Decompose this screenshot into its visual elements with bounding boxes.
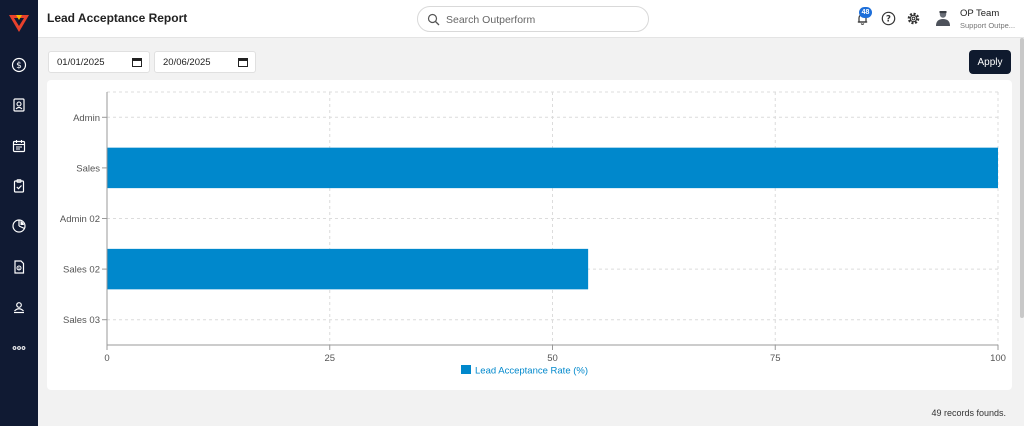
calendar-picker-icon[interactable] <box>132 57 142 67</box>
y-tick-label: Sales 02 <box>63 265 100 276</box>
nav-item-documents[interactable]: $ <box>9 257 29 277</box>
y-tick-label: Sales <box>76 163 100 174</box>
dollar-icon: $ <box>11 57 27 73</box>
legend-swatch <box>461 365 471 374</box>
lead-acceptance-chart: Admin Sales Admin 02 Sales 02 Sales 03 0 25 50 7… <box>60 91 1006 377</box>
svg-text:$: $ <box>16 61 22 71</box>
nav-item-sales[interactable]: $ <box>9 55 29 75</box>
nav-item-more[interactable] <box>9 338 29 358</box>
bar-sales-02 <box>107 248 589 290</box>
start-date-value: 01/01/2025 <box>57 57 105 68</box>
search-input[interactable] <box>446 11 641 28</box>
records-count: 49 records founds. <box>931 408 1006 418</box>
nav-item-reports[interactable] <box>9 216 29 236</box>
start-date-input[interactable]: 01/01/2025 <box>48 51 150 73</box>
pie-chart-icon <box>12 219 26 233</box>
x-tick-label: 75 <box>770 353 781 364</box>
chart-card: Admin Sales Admin 02 Sales 02 Sales 03 0 25 50 7… <box>47 80 1012 390</box>
legend-label: Lead Acceptance Rate (%) <box>475 366 588 377</box>
nav-item-team[interactable] <box>9 298 29 318</box>
user-name[interactable]: OP Team <box>960 8 1000 19</box>
notification-badge: 48 <box>859 7 872 18</box>
settings-gear-icon[interactable] <box>906 11 921 26</box>
x-tick-label: 50 <box>547 353 558 364</box>
apply-button[interactable]: Apply <box>969 50 1011 74</box>
end-date-value: 20/06/2025 <box>163 57 211 68</box>
calendar-picker-icon[interactable] <box>238 57 248 67</box>
x-tick-label: 0 <box>104 353 109 364</box>
y-tick-label: Admin <box>73 113 100 124</box>
bar-sales <box>107 147 998 189</box>
document-icon: $ <box>14 260 25 274</box>
svg-text:$: $ <box>18 266 20 270</box>
page-scrollbar[interactable] <box>1020 38 1024 318</box>
user-role: Support Outpe... <box>960 21 1016 30</box>
x-tick-label: 25 <box>324 353 335 364</box>
nav-item-tasks[interactable] <box>9 176 29 196</box>
search-icon <box>427 13 440 26</box>
user-avatar[interactable] <box>934 9 952 27</box>
nav-item-contacts[interactable] <box>9 95 29 115</box>
end-date-input[interactable]: 20/06/2025 <box>154 51 256 73</box>
help-icon[interactable]: ? <box>881 11 896 26</box>
sidebar: $ $ <box>0 0 38 426</box>
clipboard-check-icon <box>13 179 25 193</box>
x-tick-label: 100 <box>990 353 1006 364</box>
app-logo[interactable] <box>8 12 30 34</box>
svg-text:?: ? <box>886 15 891 25</box>
nav-item-calendar[interactable] <box>9 136 29 156</box>
y-tick-label: Admin 02 <box>60 214 100 225</box>
more-icon <box>12 346 26 350</box>
contact-card-icon <box>13 98 25 112</box>
user-network-icon <box>14 302 24 314</box>
page-title: Lead Acceptance Report <box>47 11 188 25</box>
top-header: Lead Acceptance Report 48 ? OP Team Supp… <box>38 0 1024 38</box>
search-box[interactable] <box>417 6 649 32</box>
calendar-icon <box>12 140 26 153</box>
y-tick-label: Sales 03 <box>63 315 100 326</box>
